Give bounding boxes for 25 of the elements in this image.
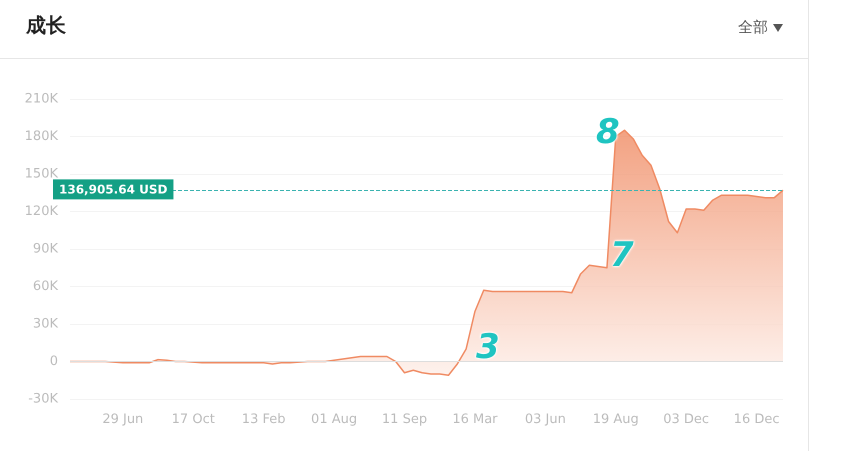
annotation: 8 xyxy=(596,112,620,152)
text: 全部 xyxy=(738,18,768,37)
x-tick-label: 19 Aug xyxy=(592,412,639,427)
y-tick-label: 60K xyxy=(32,279,58,294)
annotation: 3 xyxy=(476,327,500,367)
x-tick-label: 01 Aug xyxy=(311,412,358,427)
y-tick-label: -30K xyxy=(28,392,58,406)
y-tick-label: 30K xyxy=(32,316,58,332)
x-tick-label: 16 Dec xyxy=(734,412,780,427)
x-tick-label: 29 Jun xyxy=(102,412,144,427)
y-tick-label: 0 xyxy=(50,354,58,369)
x-tick-label: 03 Dec xyxy=(663,412,710,427)
y-tick-label: 180K xyxy=(24,129,58,144)
x-tick-label: 11 Sep xyxy=(382,412,428,427)
chart-title: 成长 xyxy=(26,12,66,39)
x-tick-label: 17 Oct xyxy=(172,412,215,427)
ref-line-label: 136,905.64 USD xyxy=(59,182,168,196)
annotation: 7 xyxy=(610,235,634,275)
y-tick-label: 210K xyxy=(24,92,58,106)
x-tick-label: 16 Mar xyxy=(452,412,498,427)
y-tick-label: 150K xyxy=(24,166,58,182)
y-tick-label: 120K xyxy=(24,204,58,219)
x-tick-label: 03 Jun xyxy=(524,412,566,427)
y-tick-label: 90K xyxy=(32,242,58,256)
x-tick-label: 13 Feb xyxy=(242,412,286,427)
